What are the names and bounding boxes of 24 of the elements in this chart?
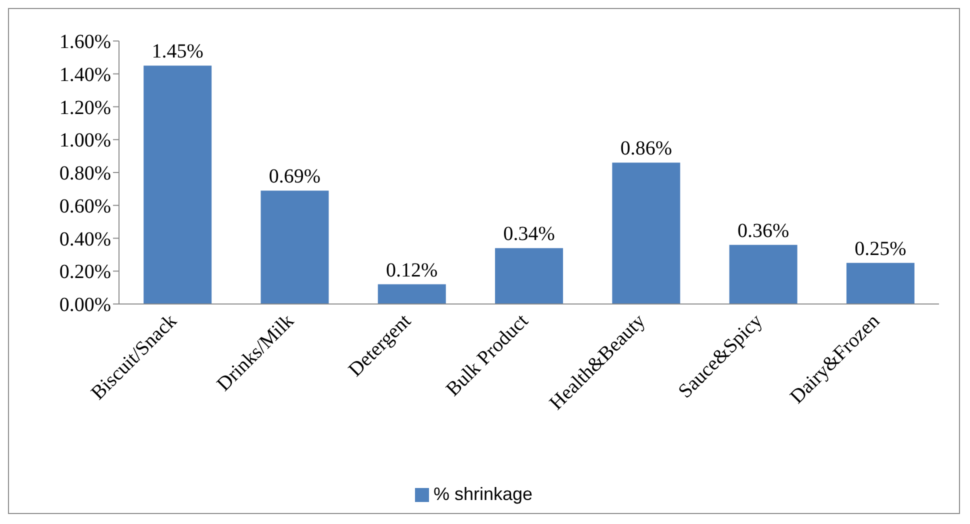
- bar: [378, 284, 446, 304]
- y-tick-label: 1.00%: [59, 130, 111, 152]
- legend-label: % shrinkage: [433, 484, 533, 504]
- y-tick-label: 1.20%: [59, 96, 111, 119]
- data-label: 0.86%: [620, 138, 672, 160]
- y-tick-label: 0.40%: [59, 228, 111, 250]
- bar: [846, 262, 914, 304]
- data-label: 0.12%: [386, 259, 438, 282]
- y-tick-label: 0.20%: [59, 261, 111, 284]
- bar: [260, 190, 329, 304]
- bar: [144, 66, 212, 304]
- y-tick-label: 0.80%: [59, 162, 111, 185]
- bar: [729, 244, 798, 304]
- y-tick-label: 0.00%: [59, 294, 111, 316]
- y-tick-label: 1.60%: [59, 31, 111, 54]
- y-tick-label: 1.40%: [59, 64, 111, 86]
- data-label: 0.25%: [854, 238, 906, 260]
- data-label: 0.69%: [268, 166, 321, 188]
- data-label: 0.36%: [737, 220, 790, 242]
- bar: [495, 248, 564, 304]
- data-label: 1.45%: [152, 40, 204, 63]
- y-tick-label: 0.60%: [59, 195, 111, 218]
- data-label: 0.34%: [503, 223, 555, 246]
- bar: [612, 162, 680, 304]
